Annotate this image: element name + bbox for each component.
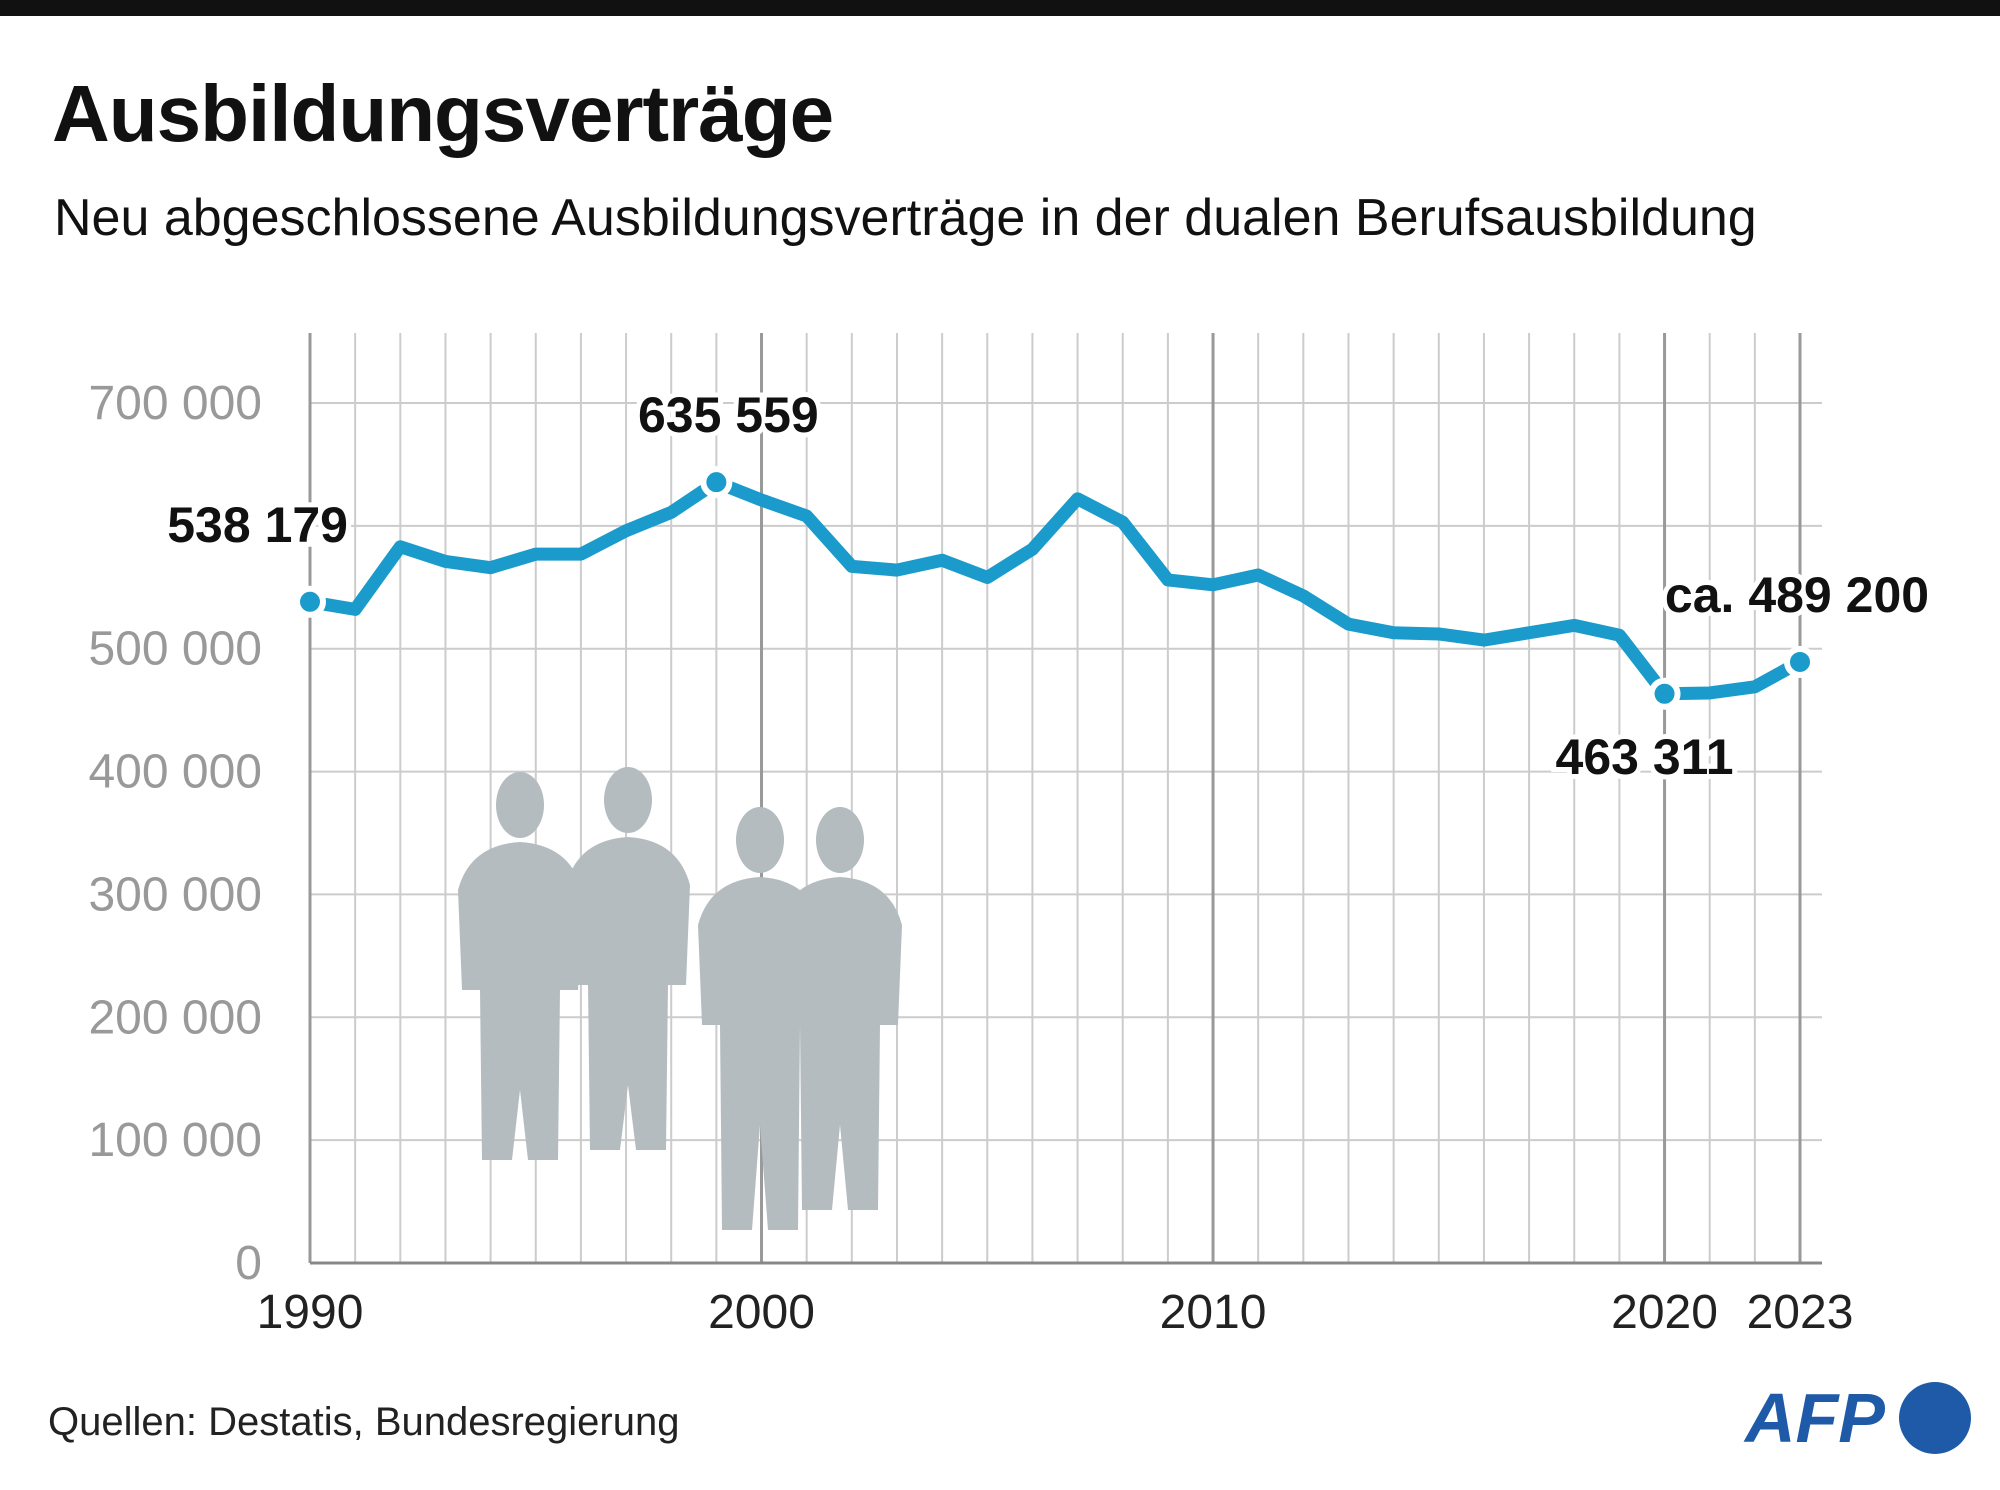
people-silhouette-icon bbox=[458, 767, 902, 1230]
person-body bbox=[566, 837, 690, 1150]
annotation-marker bbox=[1648, 677, 1681, 710]
person-head bbox=[496, 772, 544, 838]
x-tick-label: 1990 bbox=[257, 1286, 364, 1339]
annotation-label: 463 311 bbox=[1556, 729, 1734, 785]
person-silhouette-icon bbox=[566, 767, 690, 1150]
top-bar bbox=[0, 0, 2000, 16]
x-tick-label: 2020 bbox=[1611, 1286, 1718, 1339]
y-tick-label: 100 000 bbox=[88, 1114, 262, 1167]
person-body bbox=[778, 877, 902, 1210]
y-tick-label: 400 000 bbox=[88, 746, 262, 799]
afp-logo: AFP bbox=[1743, 1379, 1971, 1457]
series-line bbox=[303, 475, 1807, 701]
annotation-label: 635 559 bbox=[638, 387, 819, 443]
annotations: 538 179 635 559 463 311 ca. 489 200 bbox=[162, 382, 1934, 790]
series bbox=[303, 475, 1807, 701]
annotation-label: 538 179 bbox=[167, 497, 348, 553]
y-tick-label: 500 000 bbox=[88, 623, 262, 676]
person-silhouette-icon bbox=[778, 807, 902, 1210]
y-tick-label: 700 000 bbox=[88, 377, 262, 430]
x-tick-label: 2000 bbox=[708, 1286, 815, 1339]
afp-logo-circle bbox=[1899, 1382, 1971, 1454]
grid bbox=[308, 333, 1822, 1263]
axes: 0 100 000 200 000 300 000 400 000 500 000 700 … bbox=[88, 377, 1853, 1339]
chart-title: Ausbildungsverträge bbox=[52, 69, 834, 158]
annotation-marker bbox=[1784, 645, 1816, 678]
afp-logo-text: AFP bbox=[1743, 1379, 1885, 1457]
y-tick-label: 300 000 bbox=[88, 868, 262, 921]
x-tick-label: 2010 bbox=[1160, 1286, 1267, 1339]
person-body bbox=[458, 842, 582, 1160]
x-tick-label: 2023 bbox=[1747, 1286, 1854, 1339]
person-head bbox=[816, 807, 864, 873]
source-note: Quellen: Destatis, Bundesregierung bbox=[48, 1400, 680, 1444]
chart-subtitle: Neu abgeschlossene Ausbildungsverträge i… bbox=[54, 189, 1757, 247]
person-head bbox=[736, 807, 784, 873]
person-silhouette-icon bbox=[458, 772, 582, 1160]
y-tick-label: 200 000 bbox=[88, 991, 262, 1044]
annotation-marker bbox=[294, 585, 326, 618]
annotation-marker bbox=[700, 466, 733, 499]
y-tick-label: 0 bbox=[235, 1237, 262, 1290]
annotation-label: ca. 489 200 bbox=[1665, 567, 1929, 623]
person-head bbox=[604, 767, 652, 833]
